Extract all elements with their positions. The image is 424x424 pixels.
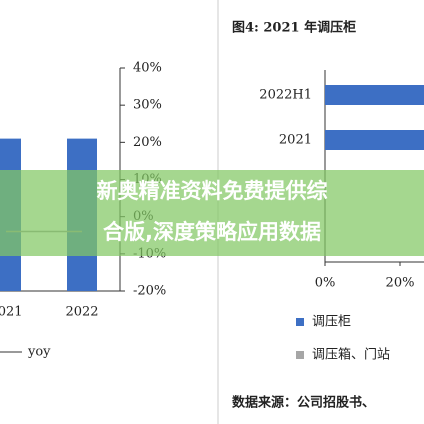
legend-label: 调压箱、门站 xyxy=(312,347,390,363)
y2-tick-label: 20% xyxy=(133,135,162,150)
chart-title: 图4: 2021 年调压柜 xyxy=(232,20,356,36)
y-tick-label: 2021 xyxy=(279,133,312,148)
x-tick-label: 0% xyxy=(315,276,336,291)
x-tick-label: 20% xyxy=(386,276,415,291)
banner-text: 新奥精准资料免费提供综 xyxy=(97,179,328,203)
banner-text: 合版,深度策略应用数据 xyxy=(103,220,321,244)
y-tick-label: 2022H1 xyxy=(259,88,312,103)
bar xyxy=(325,85,424,105)
y2-tick-label: 30% xyxy=(133,98,162,113)
bar xyxy=(325,130,424,150)
y2-tick-label: -20% xyxy=(133,284,166,299)
legend-label: yoy xyxy=(27,345,51,360)
x-tick-label: 2021 xyxy=(0,305,23,320)
x-tick-label: 2022 xyxy=(65,305,98,320)
y2-tick-label: 40% xyxy=(133,61,162,76)
banner xyxy=(0,170,424,256)
legend-swatch xyxy=(296,318,304,326)
legend-label: 调压柜 xyxy=(312,315,351,330)
legend-swatch xyxy=(296,351,304,359)
source-note: 数据来源：公司招股书、 xyxy=(232,395,375,411)
